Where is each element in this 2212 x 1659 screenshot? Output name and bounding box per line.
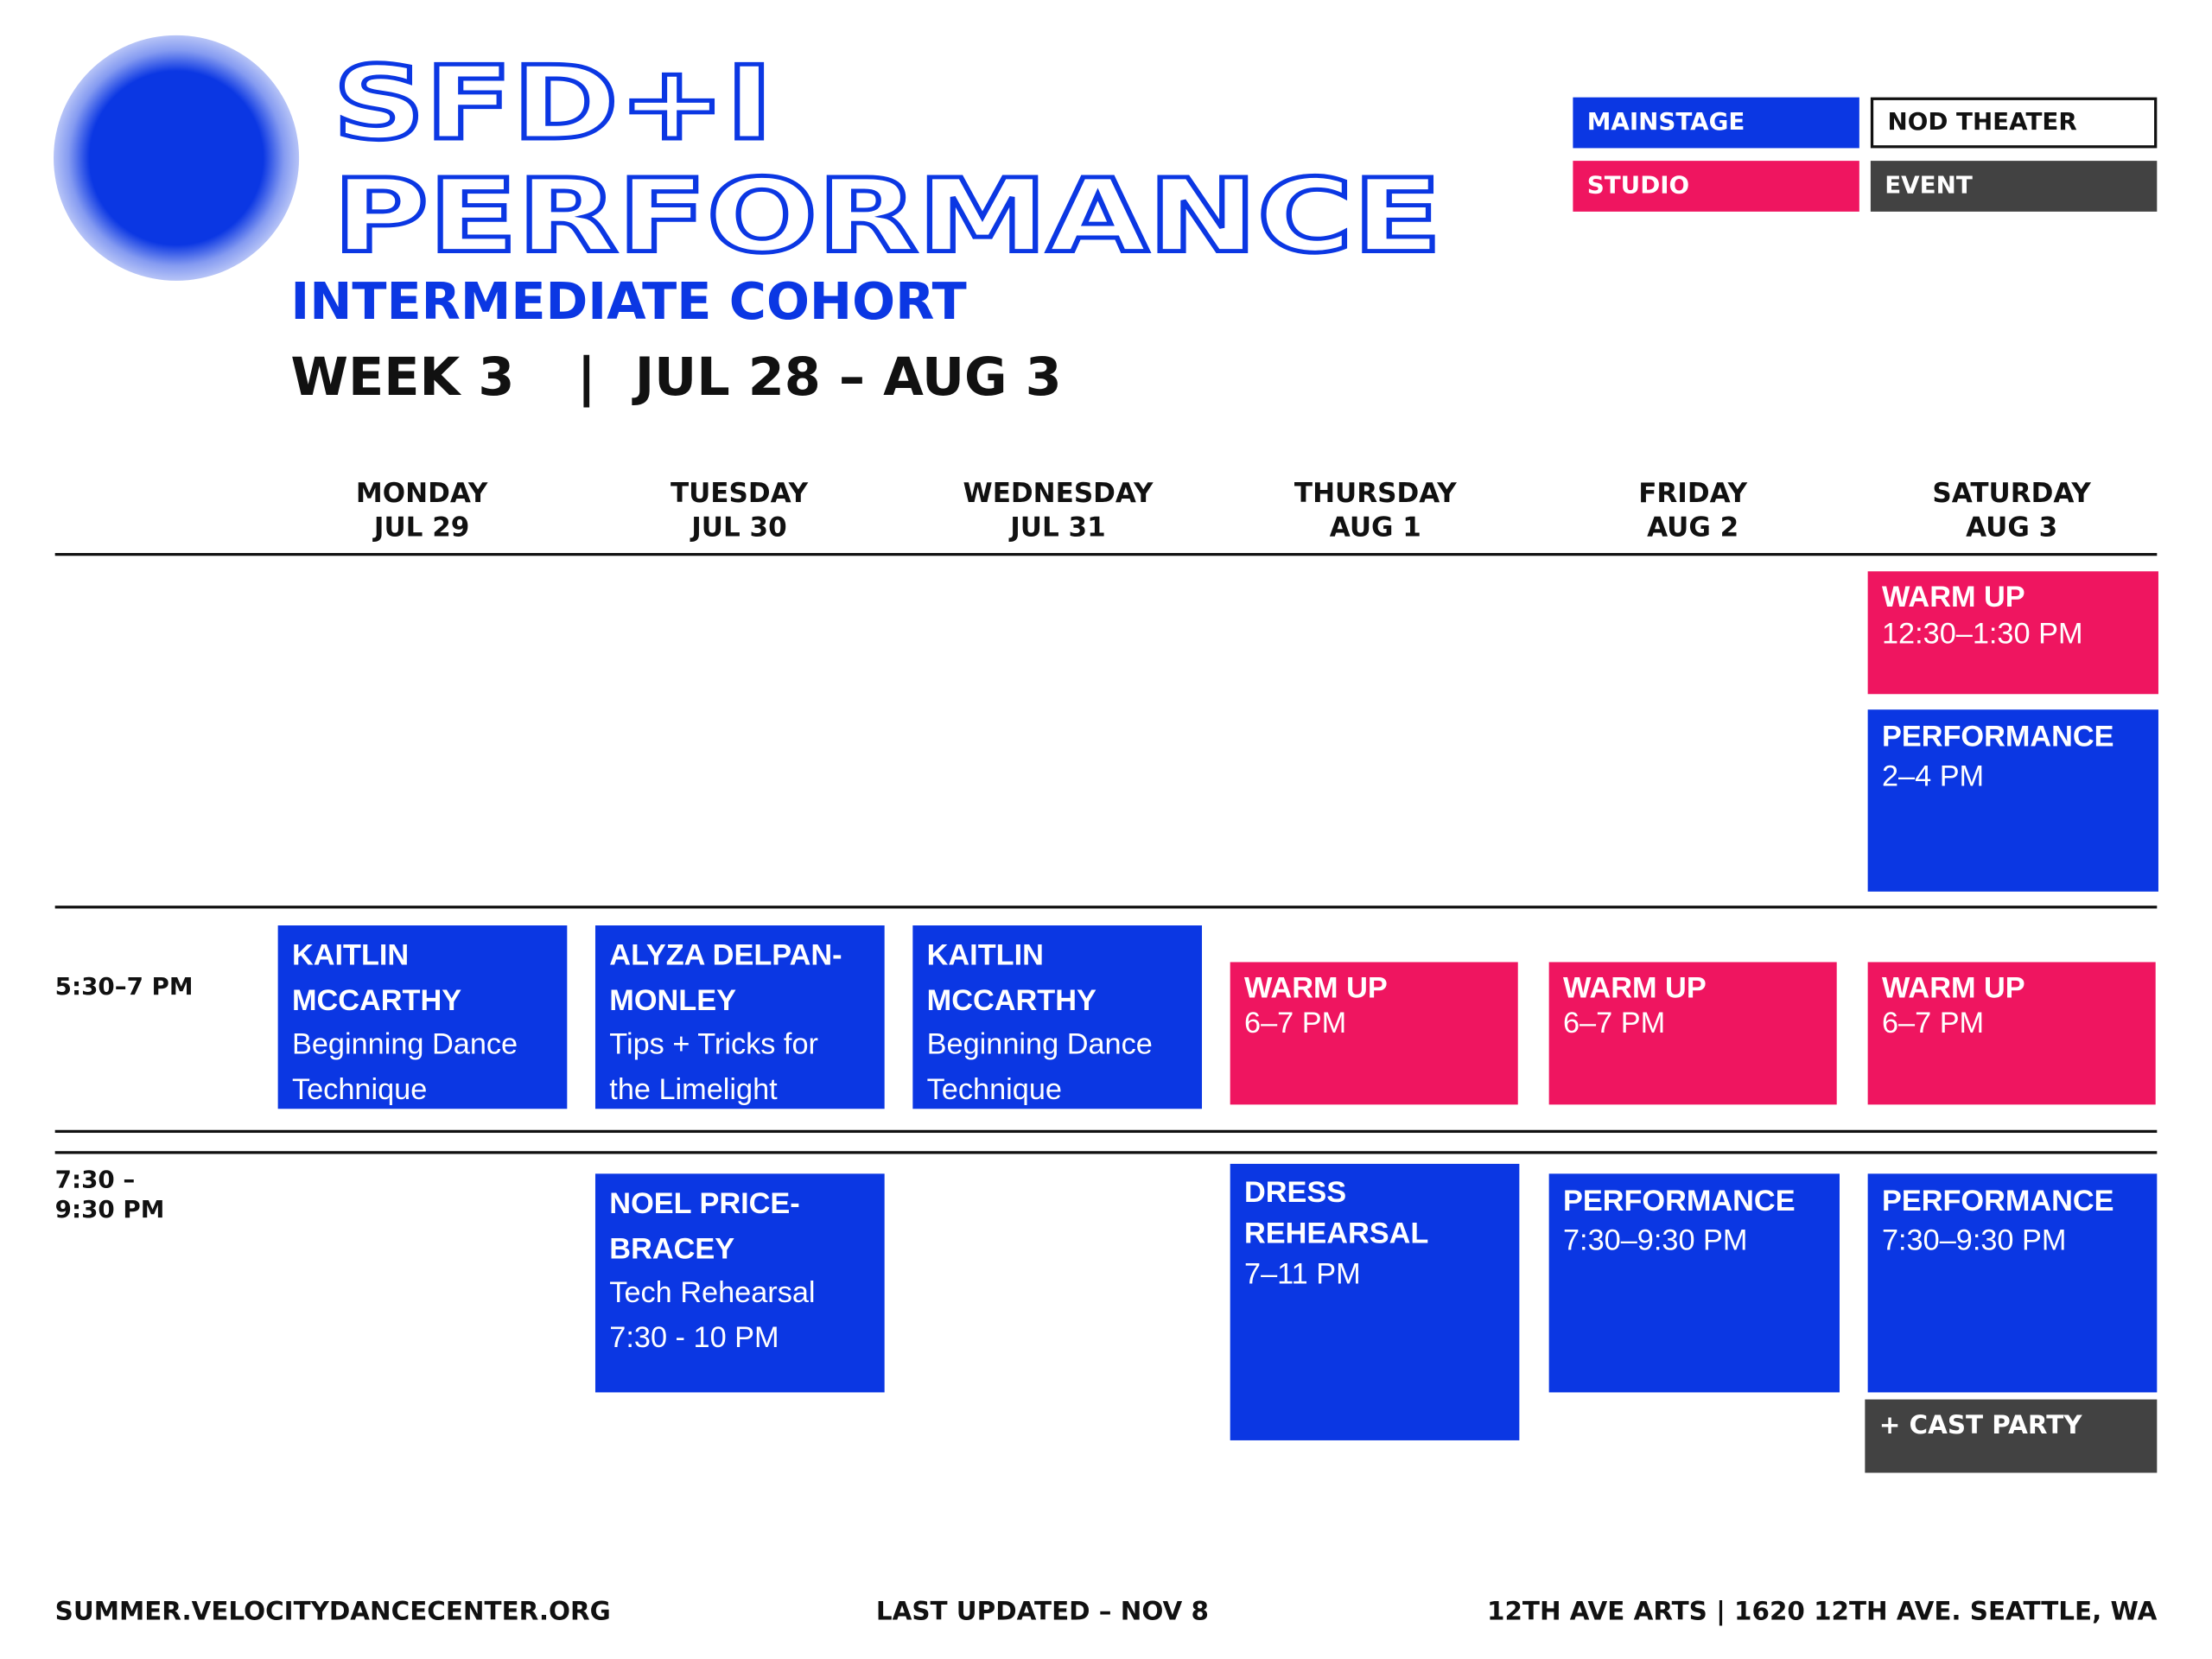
separator: | xyxy=(576,346,596,408)
event-title: BRACEY xyxy=(609,1232,735,1265)
day-name: WEDNESDAY xyxy=(963,478,1154,510)
event-title: NOEL PRICE- xyxy=(609,1187,800,1221)
event-detail: Tips + Tricks for xyxy=(609,1028,818,1061)
event-block: + CAST PARTY xyxy=(1865,1399,2158,1473)
event-detail: 12:30–1:30 PM xyxy=(1881,618,2083,651)
event-title: WARM UP xyxy=(1244,971,1388,1005)
event-title: MONLEY xyxy=(609,983,736,1017)
event-block: ALYZA DELPAN- MONLEY Tips + Tricks for the … xyxy=(594,925,885,1109)
time-label: 5:30–7 PM xyxy=(54,973,194,1002)
event-detail: 7:30–9:30 PM xyxy=(1562,1224,1748,1257)
event-block: PERFORMANCE 7:30–9:30 PM xyxy=(1548,1173,1840,1393)
legend-nod-theater: NOD THEATER xyxy=(1870,97,2158,149)
event-block: WARM UP 6–7 PM xyxy=(1867,962,2156,1105)
title-art: SFD+I PERFORMANCE xyxy=(331,42,1444,278)
event-title: PERFORMANCE xyxy=(1881,1185,2114,1217)
day-name: FRIDAY xyxy=(1638,478,1748,510)
event-detail: the Limelight xyxy=(609,1072,778,1106)
event-block: KAITLIN MCCARTHY Beginning Dance Technique xyxy=(912,925,1203,1109)
event-detail: Beginning Dance xyxy=(291,1028,518,1061)
logo-dot xyxy=(54,35,300,281)
title-line: PERFORMANCE xyxy=(333,157,1441,276)
event-title: MCCARTHY xyxy=(926,983,1096,1017)
event-block: WARM UP 12:30–1:30 PM xyxy=(1867,571,2158,695)
day-date: AUG 2 xyxy=(1647,512,1739,543)
day-name: TUESDAY xyxy=(670,478,809,510)
week-dates: JUL 28 – AUG 3 xyxy=(634,346,1062,408)
time-label: 7:30 – xyxy=(54,1166,136,1195)
event-block: WARM UP 6–7 PM xyxy=(1548,962,1837,1105)
event-detail: Beginning Dance xyxy=(926,1028,1153,1061)
event-detail: 7:30 - 10 PM xyxy=(609,1320,779,1354)
event-detail: 7:30–9:30 PM xyxy=(1881,1224,2067,1257)
event-title: WARM UP xyxy=(1881,581,2025,614)
divider xyxy=(54,1129,2158,1134)
event-block: PERFORMANCE 7:30–9:30 PM xyxy=(1867,1173,2158,1393)
event-title: DRESS xyxy=(1244,1176,1347,1210)
day-name: MONDAY xyxy=(355,478,488,510)
event-detail: Technique xyxy=(291,1072,428,1106)
subtitle: INTERMEDIATE COHORT xyxy=(290,273,967,332)
event-title: MCCARTHY xyxy=(291,983,462,1017)
event-detail: Tech Rehearsal xyxy=(609,1276,816,1310)
event-detail: Technique xyxy=(926,1072,1062,1106)
event-title: PERFORMANCE xyxy=(1562,1185,1796,1217)
legend-event: EVENT xyxy=(1870,161,2158,212)
event-block: PERFORMANCE 2–4 PM xyxy=(1867,709,2158,892)
day-date: AUG 3 xyxy=(1966,512,2058,543)
event-title: + CAST PARTY xyxy=(1878,1410,2082,1440)
day-date: AUG 1 xyxy=(1329,512,1421,543)
day-name: SATURDAY xyxy=(1932,478,2091,510)
week: WEEK 3 xyxy=(290,346,515,408)
event-title: KAITLIN xyxy=(291,939,410,972)
day-name: THURSDAY xyxy=(1294,478,1457,510)
time-label: 9:30 PM xyxy=(54,1196,165,1225)
divider xyxy=(54,553,2158,556)
event-block: DRESS REHEARSAL 7–11 PM xyxy=(1230,1163,1520,1440)
event-detail: 7–11 PM xyxy=(1244,1258,1361,1291)
event-title: REHEARSAL xyxy=(1244,1217,1429,1250)
day-date: JUL 29 xyxy=(373,512,470,543)
event-block: NOEL PRICE- BRACEY Tech Rehearsal 7:30 - 10… xyxy=(594,1173,885,1393)
divider xyxy=(54,1151,2158,1154)
day-date: JUL 30 xyxy=(691,512,787,543)
event-title: KAITLIN xyxy=(926,939,1044,972)
footer-address: 12TH AVE ARTS | 1620 12TH AVE. SEATTLE, … xyxy=(1487,1597,2158,1627)
legend-mainstage: MAINSTAGE xyxy=(1573,97,1859,149)
event-title: PERFORMANCE xyxy=(1881,721,2114,753)
event-title: WARM UP xyxy=(1881,971,2025,1005)
event-title: WARM UP xyxy=(1562,971,1707,1005)
event-detail: 6–7 PM xyxy=(1244,1007,1347,1040)
event-title: ALYZA DELPAN- xyxy=(609,939,842,972)
footer-url: SUMMER.VELOCITYDANCECENTER.ORG xyxy=(54,1597,611,1627)
event-detail: 6–7 PM xyxy=(1881,1007,1985,1040)
footer-updated: LAST UPDATED – NOV 8 xyxy=(875,1597,1209,1627)
event-detail: 2–4 PM xyxy=(1881,760,1985,793)
divider xyxy=(54,906,2158,909)
legend-studio: STUDIO xyxy=(1573,161,1859,212)
title-line: SFD+I xyxy=(333,44,772,162)
event-detail: 6–7 PM xyxy=(1562,1007,1666,1040)
day-date: JUL 31 xyxy=(1010,512,1106,543)
event-block: WARM UP 6–7 PM xyxy=(1230,962,1518,1105)
event-block: KAITLIN MCCARTHY Beginning Dance Technique xyxy=(277,925,568,1109)
